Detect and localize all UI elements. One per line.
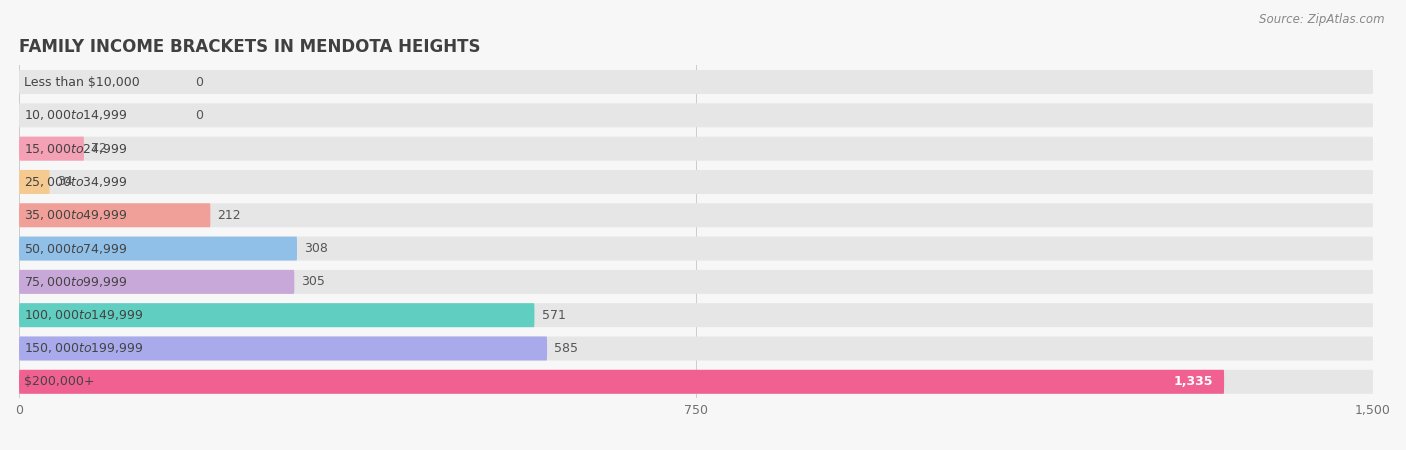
- FancyBboxPatch shape: [20, 237, 1374, 261]
- Text: Source: ZipAtlas.com: Source: ZipAtlas.com: [1260, 14, 1385, 27]
- FancyBboxPatch shape: [20, 270, 294, 294]
- Text: 571: 571: [541, 309, 565, 322]
- Text: $25,000 to $34,999: $25,000 to $34,999: [24, 175, 128, 189]
- Text: $150,000 to $199,999: $150,000 to $199,999: [24, 342, 143, 356]
- FancyBboxPatch shape: [20, 270, 1374, 294]
- FancyBboxPatch shape: [20, 370, 1374, 394]
- FancyBboxPatch shape: [20, 70, 1374, 94]
- FancyBboxPatch shape: [20, 337, 1374, 360]
- Text: $100,000 to $149,999: $100,000 to $149,999: [24, 308, 143, 322]
- FancyBboxPatch shape: [20, 370, 1225, 394]
- FancyBboxPatch shape: [20, 203, 211, 227]
- Text: 34: 34: [56, 176, 73, 189]
- Text: 212: 212: [218, 209, 242, 222]
- FancyBboxPatch shape: [20, 203, 1374, 227]
- FancyBboxPatch shape: [20, 137, 1374, 161]
- Text: 0: 0: [195, 109, 202, 122]
- Text: 1,335: 1,335: [1174, 375, 1213, 388]
- FancyBboxPatch shape: [20, 303, 534, 327]
- Text: $10,000 to $14,999: $10,000 to $14,999: [24, 108, 128, 122]
- Text: 72: 72: [91, 142, 107, 155]
- FancyBboxPatch shape: [20, 170, 49, 194]
- Text: $35,000 to $49,999: $35,000 to $49,999: [24, 208, 128, 222]
- FancyBboxPatch shape: [20, 337, 547, 360]
- FancyBboxPatch shape: [20, 237, 297, 261]
- Text: $50,000 to $74,999: $50,000 to $74,999: [24, 242, 128, 256]
- Text: 305: 305: [301, 275, 325, 288]
- FancyBboxPatch shape: [20, 303, 1374, 327]
- FancyBboxPatch shape: [20, 137, 84, 161]
- Text: $200,000+: $200,000+: [24, 375, 96, 388]
- Text: $75,000 to $99,999: $75,000 to $99,999: [24, 275, 128, 289]
- FancyBboxPatch shape: [20, 170, 1374, 194]
- Text: 585: 585: [554, 342, 578, 355]
- FancyBboxPatch shape: [20, 104, 1374, 127]
- Text: FAMILY INCOME BRACKETS IN MENDOTA HEIGHTS: FAMILY INCOME BRACKETS IN MENDOTA HEIGHT…: [20, 37, 481, 55]
- Text: Less than $10,000: Less than $10,000: [24, 76, 141, 89]
- Text: $15,000 to $24,999: $15,000 to $24,999: [24, 142, 128, 156]
- Text: 308: 308: [304, 242, 328, 255]
- Text: 0: 0: [195, 76, 202, 89]
